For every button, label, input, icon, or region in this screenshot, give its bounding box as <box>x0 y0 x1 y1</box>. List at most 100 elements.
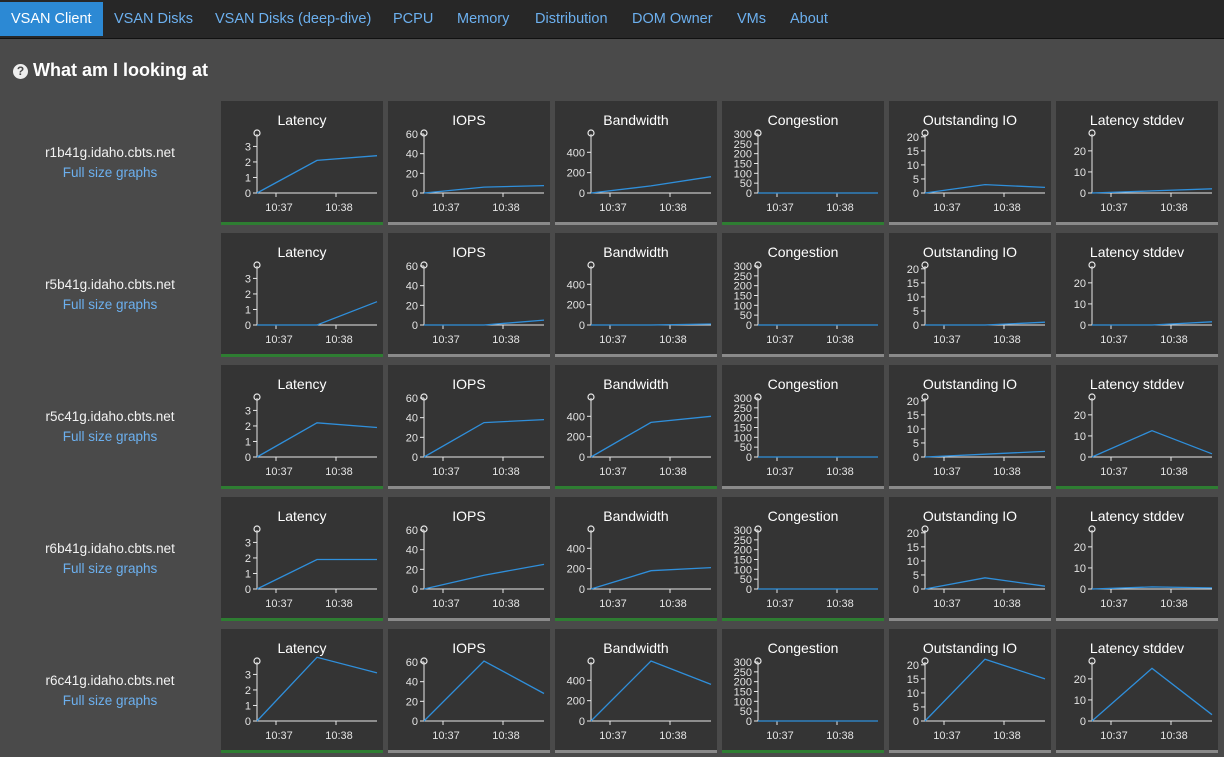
tab-vsan-disks[interactable]: VSAN Disks <box>114 11 193 27</box>
graph-panel[interactable]: Latency stddev 0 10 20 10:37 10:38 <box>1056 365 1218 489</box>
y-tick-label: 250 <box>734 271 752 283</box>
tab-about[interactable]: About <box>790 11 828 27</box>
full-size-graphs-link[interactable]: Full size graphs <box>62 561 158 576</box>
full-size-graphs-link[interactable]: Full size graphs <box>62 297 158 312</box>
graph-panel[interactable]: IOPS 0 20 40 60 10:37 10:38 <box>388 365 550 489</box>
graph-panel[interactable]: Bandwidth 0 200 400 10:37 10:38 <box>555 629 717 753</box>
y-tick-label: 0 <box>245 452 251 464</box>
graph-svg: 0 20 40 60 10:37 10:38 <box>406 525 545 610</box>
y-tick-label: 2 <box>245 157 251 169</box>
graph-panel[interactable]: Outstanding IO 0 5 10 15 20 10:37 10:38 <box>889 101 1051 225</box>
x-tick-label: 10:38 <box>325 730 353 742</box>
y-tick-label: 5 <box>913 174 919 186</box>
series-line <box>1091 188 1213 194</box>
tab-distribution[interactable]: Distribution <box>535 11 608 27</box>
graph-svg: 0 5 10 15 20 10:37 10:38 <box>907 261 1046 346</box>
graph-panel[interactable]: Bandwidth 0 200 400 10:37 10:38 <box>555 101 717 225</box>
x-tick-label: 10:38 <box>325 598 353 610</box>
y-tick-label: 0 <box>1080 716 1086 728</box>
graph-title: Latency <box>277 640 327 656</box>
graph-panel[interactable]: Latency 0 1 2 3 10:37 10:38 <box>221 497 383 621</box>
graph-panel[interactable]: Bandwidth 0 200 400 10:37 10:38 <box>555 497 717 621</box>
y-tick-label: 250 <box>734 139 752 151</box>
graph-panel[interactable]: IOPS 0 20 40 60 10:37 10:38 <box>388 101 550 225</box>
y-tick-label: 5 <box>913 570 919 582</box>
y-tick-label: 0 <box>913 320 919 332</box>
graph-panel[interactable]: Congestion 0 50 100 150 200 250 300 10:37 10:38 <box>722 629 884 753</box>
full-size-graphs-link[interactable]: Full size graphs <box>62 165 158 180</box>
graph-panel[interactable]: Latency stddev 0 10 20 10:37 10:38 <box>1056 233 1218 357</box>
y-tick-label: 0 <box>579 188 585 200</box>
tab-vsan-client[interactable]: VSAN Client <box>0 2 103 36</box>
graph-panel[interactable]: IOPS 0 20 40 60 10:37 10:38 <box>388 629 550 753</box>
graph-panel[interactable]: Bandwidth 0 200 400 10:37 10:38 <box>555 233 717 357</box>
graph-panel[interactable]: Latency 0 1 2 3 10:37 10:38 <box>221 365 383 489</box>
y-tick-label: 10 <box>907 556 919 568</box>
full-size-graphs-link[interactable]: Full size graphs <box>62 429 158 444</box>
graph-panel[interactable]: Outstanding IO 0 5 10 15 20 10:37 10:38 <box>889 365 1051 489</box>
tab-vms[interactable]: VMs <box>737 11 766 27</box>
graph-panel[interactable]: Congestion 0 50 100 150 200 250 300 10:37 10:38 <box>722 101 884 225</box>
graph-panel[interactable]: Congestion 0 50 100 150 200 250 300 10:37 10:38 <box>722 365 884 489</box>
tab-memory[interactable]: Memory <box>457 11 510 27</box>
graph-panel[interactable]: Latency 0 1 2 3 10:37 10:38 <box>221 629 383 753</box>
zoom-handle-icon <box>754 657 762 665</box>
graph-panel[interactable]: Latency stddev 0 10 20 10:37 10:38 <box>1056 497 1218 621</box>
graph-title: IOPS <box>452 112 486 128</box>
y-tick-label: 0 <box>245 320 251 332</box>
graph-svg: 0 5 10 15 20 10:37 10:38 <box>907 393 1046 478</box>
tab-pcpu[interactable]: PCPU <box>393 11 434 27</box>
y-tick-label: 60 <box>406 261 418 273</box>
help-icon[interactable]: ? <box>13 64 28 79</box>
graph-panel[interactable]: Latency 0 1 2 3 10:37 10:38 <box>221 101 383 225</box>
x-tick-label: 10:37 <box>933 334 961 346</box>
graph-panel[interactable]: IOPS 0 20 40 60 10:37 10:38 <box>388 497 550 621</box>
series-line <box>1091 667 1213 722</box>
zoom-handle-icon <box>253 657 261 665</box>
graph-panel[interactable]: Latency 0 1 2 3 10:37 10:38 <box>221 233 383 357</box>
graph-panel[interactable]: Latency stddev 0 10 20 10:37 10:38 <box>1056 629 1218 753</box>
y-tick-label: 10 <box>907 688 919 700</box>
y-tick-label: 0 <box>579 320 585 332</box>
graph-panel[interactable]: Outstanding IO 0 5 10 15 20 10:37 10:38 <box>889 233 1051 357</box>
y-tick-label: 20 <box>1074 410 1086 422</box>
graph-panel[interactable]: Latency stddev 0 10 20 10:37 10:38 <box>1056 101 1218 225</box>
y-tick-label: 50 <box>740 310 752 322</box>
y-tick-label: 20 <box>907 660 919 672</box>
y-tick-label: 3 <box>245 141 251 153</box>
full-size-graphs-link[interactable]: Full size graphs <box>62 693 158 708</box>
y-tick-label: 1 <box>245 304 251 316</box>
graph-panel[interactable]: Outstanding IO 0 5 10 15 20 10:37 10:38 <box>889 497 1051 621</box>
graph-title: IOPS <box>452 640 486 656</box>
y-tick-label: 20 <box>907 264 919 276</box>
x-tick-label: 10:38 <box>826 466 854 478</box>
series-line <box>590 415 712 458</box>
y-tick-label: 40 <box>406 545 418 557</box>
status-bar <box>722 354 884 357</box>
zoom-handle-icon <box>420 261 428 269</box>
tab-vsan-disks-deep-dive[interactable]: VSAN Disks (deep-dive) <box>215 11 372 27</box>
x-tick-label: 10:37 <box>432 598 460 610</box>
y-tick-label: 20 <box>1074 542 1086 554</box>
status-bar <box>388 750 550 753</box>
graph-panel[interactable]: Congestion 0 50 100 150 200 250 300 10:37 10:38 <box>722 233 884 357</box>
graph-panel[interactable]: Outstanding IO 0 5 10 15 20 10:37 10:38 <box>889 629 1051 753</box>
y-tick-label: 20 <box>1074 674 1086 686</box>
graph-title: Latency <box>277 112 327 128</box>
series-line <box>423 563 545 590</box>
status-bar <box>388 354 550 357</box>
x-tick-label: 10:38 <box>325 334 353 346</box>
graph-panel[interactable]: IOPS 0 20 40 60 10:37 10:38 <box>388 233 550 357</box>
status-bar <box>889 354 1051 357</box>
tab-dom-owner[interactable]: DOM Owner <box>632 11 713 27</box>
page-title[interactable]: ? What am I looking at <box>13 60 208 81</box>
x-tick-label: 10:37 <box>599 334 627 346</box>
graph-panel[interactable]: Bandwidth 0 200 400 10:37 10:38 <box>555 365 717 489</box>
status-bar <box>555 486 717 489</box>
y-tick-label: 50 <box>740 706 752 718</box>
y-tick-label: 0 <box>746 584 752 596</box>
graph-panel[interactable]: Congestion 0 50 100 150 200 250 300 10:37 10:38 <box>722 497 884 621</box>
